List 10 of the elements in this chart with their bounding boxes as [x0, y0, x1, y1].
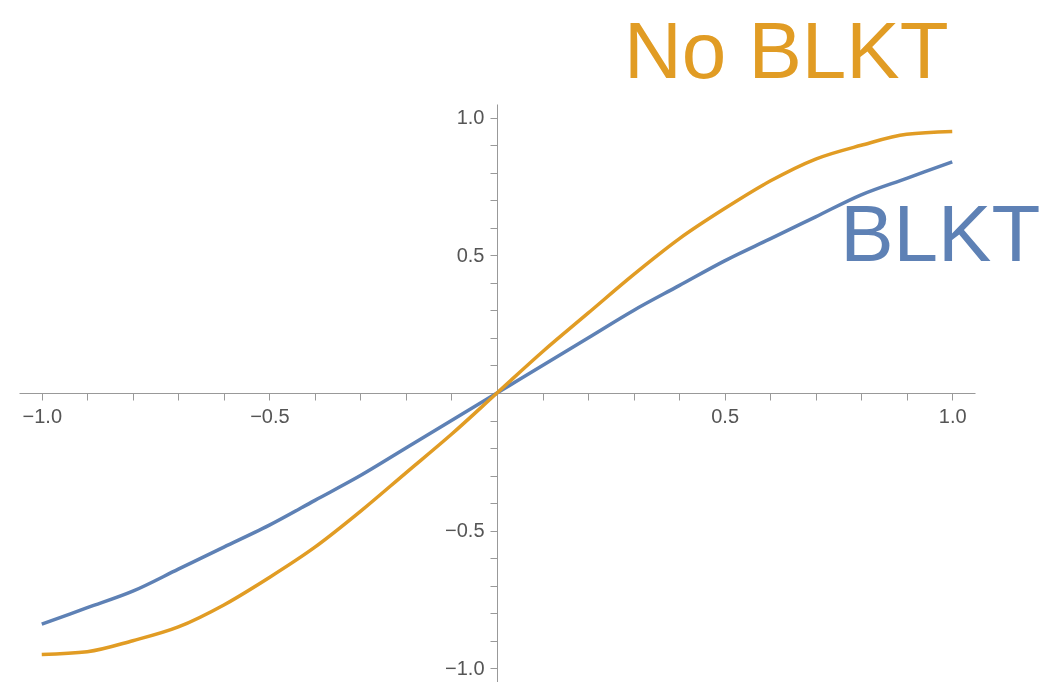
y-tick-label: 1.0	[456, 106, 485, 129]
x-tick-label: −1.0	[22, 404, 62, 427]
y-tick-label: −1.0	[445, 656, 485, 679]
y-tick-label: 0.5	[456, 243, 485, 266]
series-label: No BLKT	[623, 5, 949, 95]
series-label: BLKT	[840, 188, 1041, 278]
x-tick-label: 0.5	[711, 404, 740, 427]
x-tick-label: −0.5	[250, 404, 290, 427]
x-tick-label: 1.0	[938, 404, 967, 427]
y-tick-label: −0.5	[445, 519, 485, 542]
